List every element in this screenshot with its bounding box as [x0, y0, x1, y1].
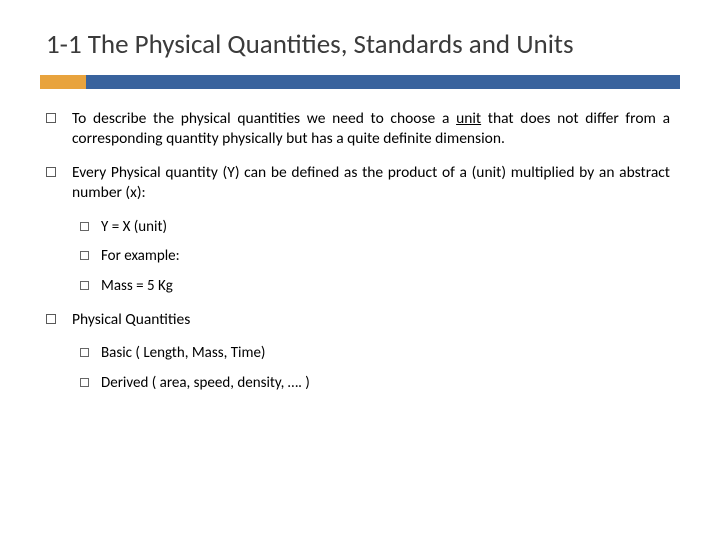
- list-item: Mass = 5 Kg: [80, 277, 670, 297]
- accent-bar-right: [86, 75, 680, 89]
- list-item: Basic ( Length, Mass, Time): [80, 344, 670, 364]
- accent-bar-left: [40, 75, 86, 89]
- list-item: For example:: [80, 247, 670, 267]
- body-text: To describe the physical quantities we n…: [72, 109, 670, 149]
- bullet-icon: [80, 251, 89, 260]
- list-item: Derived ( area, speed, density, …. ): [80, 374, 670, 394]
- bullet-icon: [80, 281, 89, 290]
- list-item: Y = X (unit): [80, 218, 670, 238]
- body-text: Physical Quantities: [72, 310, 190, 330]
- accent-bar: [40, 75, 680, 89]
- bullet-icon: [80, 222, 89, 231]
- underlined-text: unit: [456, 109, 481, 128]
- list-item: Physical Quantities: [46, 310, 670, 330]
- body-text: Y = X (unit): [101, 218, 167, 238]
- body-text: For example:: [101, 247, 180, 267]
- bullet-icon: [46, 113, 56, 123]
- body-text: Mass = 5 Kg: [101, 277, 173, 297]
- bullet-icon: [80, 378, 89, 387]
- body-text: Basic ( Length, Mass, Time): [101, 344, 265, 364]
- slide-container: 1-1 The Physical Quantities, Standards a…: [0, 0, 720, 540]
- body-text: Derived ( area, speed, density, …. ): [101, 374, 310, 394]
- content-area: To describe the physical quantities we n…: [40, 109, 680, 393]
- text-segment: To describe the physical quantities we n…: [72, 109, 456, 128]
- bullet-icon: [80, 348, 89, 357]
- list-item: To describe the physical quantities we n…: [46, 109, 670, 149]
- list-item: Every Physical quantity (Y) can be defin…: [46, 163, 670, 203]
- slide-title: 1-1 The Physical Quantities, Standards a…: [40, 28, 680, 61]
- bullet-icon: [46, 314, 56, 324]
- bullet-icon: [46, 167, 56, 177]
- body-text: Every Physical quantity (Y) can be defin…: [72, 163, 670, 203]
